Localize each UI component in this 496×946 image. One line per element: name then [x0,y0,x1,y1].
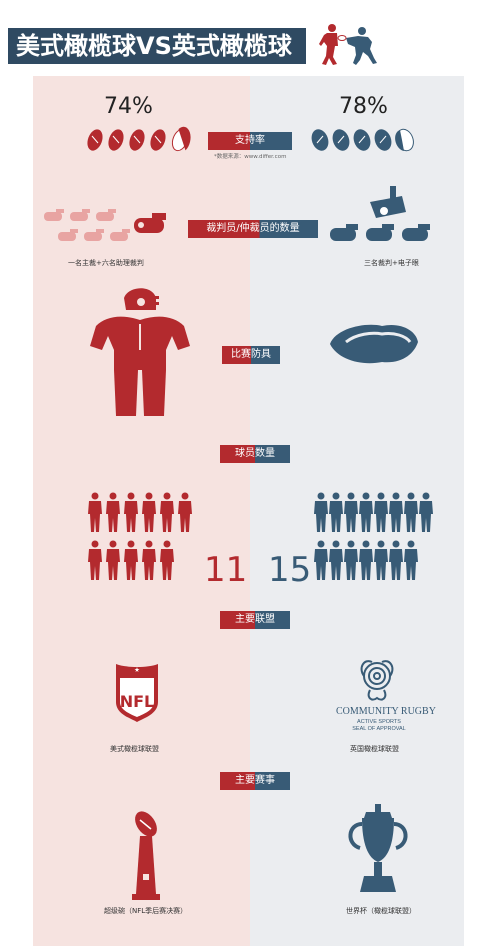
american-referee-caption: 一名主裁+六名助理裁判 [68,259,144,267]
british-support-percent: 78% [339,94,388,119]
player-icon [124,492,138,532]
league-label: 主要联盟 [220,611,290,629]
title-bar [8,28,306,64]
player-icon [160,492,174,532]
support-source: *数据来源：www.differ.com [214,154,287,160]
whistle-icon [96,209,116,221]
american-support-balls [87,126,191,152]
player-icon [329,492,343,532]
rugby-logo-sub1: ACTIVE SPORTS [357,719,401,725]
players-label: 球员数量 [220,445,290,463]
player-icon [389,492,403,532]
player-icon [314,492,328,532]
american-referee-whistles [44,209,166,241]
player-icon [314,540,328,580]
ball-icon [332,129,350,151]
super-bowl-trophy-icon [132,811,160,900]
equipment-label: 比赛防具 [222,346,280,364]
player-icon [344,540,358,580]
nfl-logo-icon: NFL [116,664,158,722]
ball-partial-icon [395,128,414,152]
ball-icon [108,129,124,151]
whistle-icon [84,229,104,241]
american-player-count: 11 [204,550,248,590]
american-player-group [88,492,192,580]
british-referee-icons [330,186,430,241]
ball-icon [353,129,371,151]
ball-icon [150,129,166,151]
helmet-pads-icon [90,288,190,416]
player-icon [106,540,120,580]
player-icon [404,540,418,580]
player-icon [142,492,156,532]
mouthguard-icon [330,324,418,364]
ball-icon [129,129,145,151]
player-icon [359,540,373,580]
page-title: 美式橄榄球VS英式橄榄球 [16,32,292,60]
whistle-icon [110,229,130,241]
british-league-caption: 英国橄榄球联盟 [350,745,399,753]
whistle-icon [44,209,64,221]
players-tackle-icon [319,24,377,65]
player-icon [160,540,174,580]
player-icon [142,540,156,580]
british-referee-caption: 三名裁判+电子眼 [364,259,419,267]
ball-icon [374,129,392,151]
player-icon [359,492,373,532]
player-icon [329,540,343,580]
british-player-count: 15 [268,550,312,590]
whistle-icon [366,224,394,241]
player-icon [344,492,358,532]
whistle-icon [70,209,90,221]
player-icon [404,492,418,532]
camera-icon [370,186,406,218]
player-icon [419,492,433,532]
rugby-logo-title: COMMUNITY RUGBY [336,706,436,717]
player-icon [374,492,388,532]
american-league-caption: 美式橄榄球联盟 [110,745,159,753]
ball-partial-icon [171,126,191,152]
world-cup-trophy-icon [348,804,408,892]
british-player-group [314,492,433,580]
player-icon [106,492,120,532]
whistle-icon [330,224,358,241]
american-support-percent: 74% [104,94,153,119]
player-icon [88,540,102,580]
nfl-logo-text: NFL [120,692,155,711]
player-icon [389,540,403,580]
referees-label: 裁判员/仲裁员的数量 [188,220,318,238]
support-label: 支持率 [208,132,292,150]
british-competition-caption: 世界杯（橄榄球联盟） [346,907,416,915]
player-icon [374,540,388,580]
ball-icon [311,129,329,151]
whistle-icon [402,224,430,241]
whistle-icon [58,229,78,241]
player-icon [124,540,138,580]
ball-icon [87,129,103,151]
rugby-logo-sub2: SEAL OF APPROVAL [352,726,406,732]
american-competition-caption: 超级碗（NFL季后赛决赛） [104,907,188,915]
competition-label: 主要赛事 [220,772,290,790]
whistle-icon [134,213,166,233]
british-support-balls [311,128,414,152]
player-icon [178,492,192,532]
rose-icon [360,660,394,701]
player-icon [88,492,102,532]
